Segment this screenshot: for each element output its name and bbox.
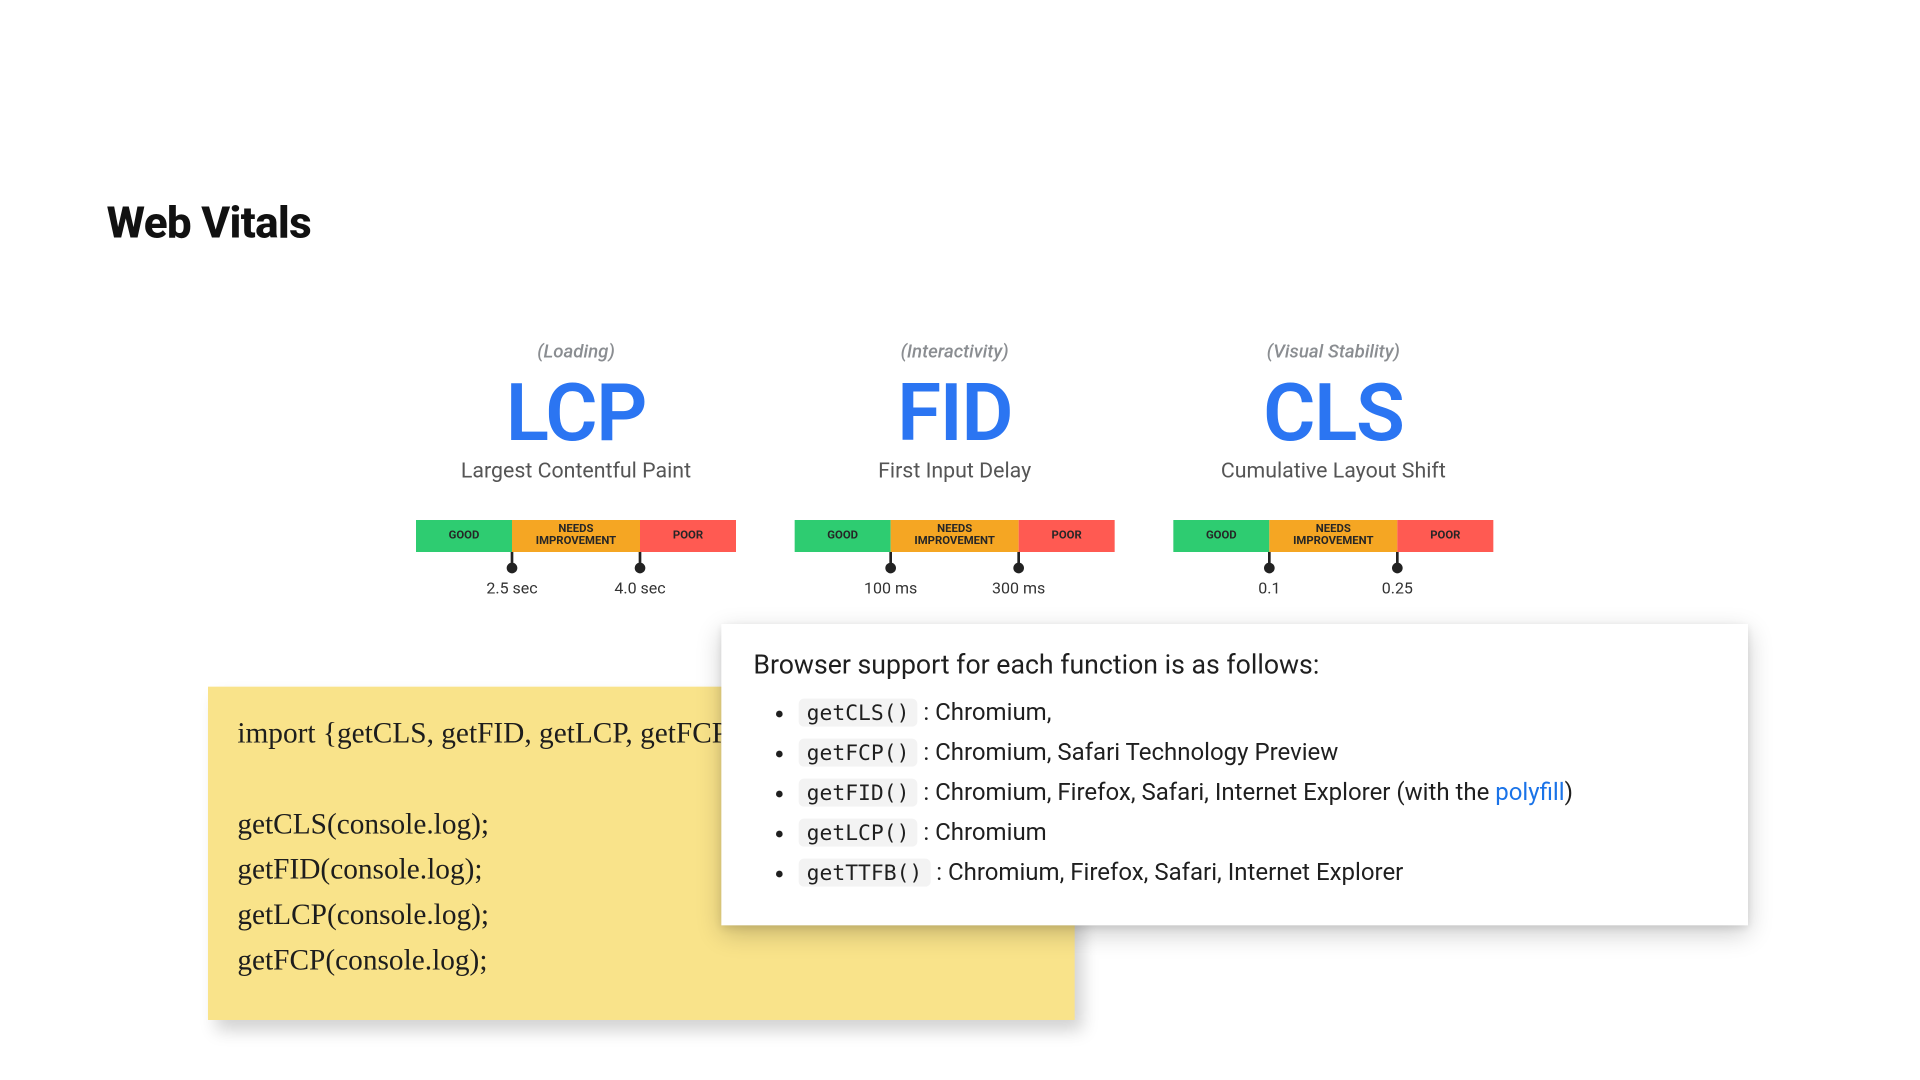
support-item: getFID() : Chromium, Firefox, Safari, In…: [799, 779, 1716, 807]
vital-abbr: FID: [781, 371, 1128, 455]
support-item: getTTFB() : Chromium, Firefox, Safari, I…: [799, 859, 1716, 887]
vital-abbr: CLS: [1160, 371, 1507, 455]
support-text-tail: ): [1565, 779, 1573, 807]
vital-category: (Loading): [403, 341, 750, 362]
threshold-needs: NEEDSIMPROVEMENT: [891, 520, 1019, 552]
vital-card-lcp: (Loading) LCP Largest Contentful Paint G…: [403, 341, 750, 552]
threshold-poor: POOR: [1397, 520, 1493, 552]
browser-support-card: Browser support for each function is as …: [721, 624, 1748, 925]
support-fn: getFID(): [799, 779, 918, 807]
support-fn: getTTFB(): [799, 859, 931, 887]
threshold-needs: NEEDSIMPROVEMENT: [1269, 520, 1397, 552]
page-title: Web Vitals: [107, 197, 311, 249]
support-text: : Chromium,: [917, 699, 1051, 727]
support-item: getLCP() : Chromium: [799, 819, 1716, 847]
threshold-good: GOOD: [416, 520, 512, 552]
threshold-poor: POOR: [1019, 520, 1115, 552]
vital-name: Cumulative Layout Shift: [1160, 457, 1507, 482]
vital-category: (Visual Stability): [1160, 341, 1507, 362]
threshold-poor: POOR: [640, 520, 736, 552]
support-heading: Browser support for each function is as …: [753, 648, 1716, 680]
vital-category: (Interactivity): [781, 341, 1128, 362]
support-fn: getLCP(): [799, 819, 918, 847]
threshold-value-2: 4.0 sec: [614, 579, 665, 598]
vital-card-fid: (Interactivity) FID First Input Delay GO…: [781, 341, 1128, 552]
support-item: getCLS() : Chromium,: [799, 699, 1716, 727]
threshold-bar: GOOD NEEDSIMPROVEMENT POOR 0.1 0.25: [1173, 520, 1493, 552]
support-fn: getCLS(): [799, 699, 918, 727]
vital-abbr: LCP: [403, 371, 750, 455]
support-fn: getFCP(): [799, 739, 918, 767]
threshold-value-1: 2.5 sec: [486, 579, 537, 598]
threshold-bar: GOOD NEEDSIMPROVEMENT POOR 100 ms 300 ms: [795, 520, 1115, 552]
support-item: getFCP() : Chromium, Safari Technology P…: [799, 739, 1716, 767]
threshold-value-2: 300 ms: [992, 579, 1045, 598]
support-text: : Chromium, Firefox, Safari, Internet Ex…: [930, 859, 1403, 887]
support-text: : Chromium, Firefox, Safari, Internet Ex…: [917, 779, 1495, 807]
vital-name: First Input Delay: [781, 457, 1128, 482]
vital-name: Largest Contentful Paint: [403, 457, 750, 482]
code-line: getFCP(console.log);: [237, 938, 1045, 983]
support-text: : Chromium: [917, 819, 1046, 847]
threshold-bar: GOOD NEEDSIMPROVEMENT POOR 2.5 sec 4.0 s…: [416, 520, 736, 552]
threshold-value-2: 0.25: [1382, 579, 1413, 598]
threshold-good: GOOD: [1173, 520, 1269, 552]
support-text: : Chromium, Safari Technology Preview: [917, 739, 1338, 767]
polyfill-link[interactable]: polyfill: [1495, 779, 1564, 807]
threshold-value-1: 0.1: [1258, 579, 1280, 598]
threshold-value-1: 100 ms: [864, 579, 917, 598]
support-list: getCLS() : Chromium, getFCP() : Chromium…: [753, 699, 1716, 887]
threshold-needs: NEEDSIMPROVEMENT: [512, 520, 640, 552]
threshold-good: GOOD: [795, 520, 891, 552]
vital-card-cls: (Visual Stability) CLS Cumulative Layout…: [1160, 341, 1507, 552]
